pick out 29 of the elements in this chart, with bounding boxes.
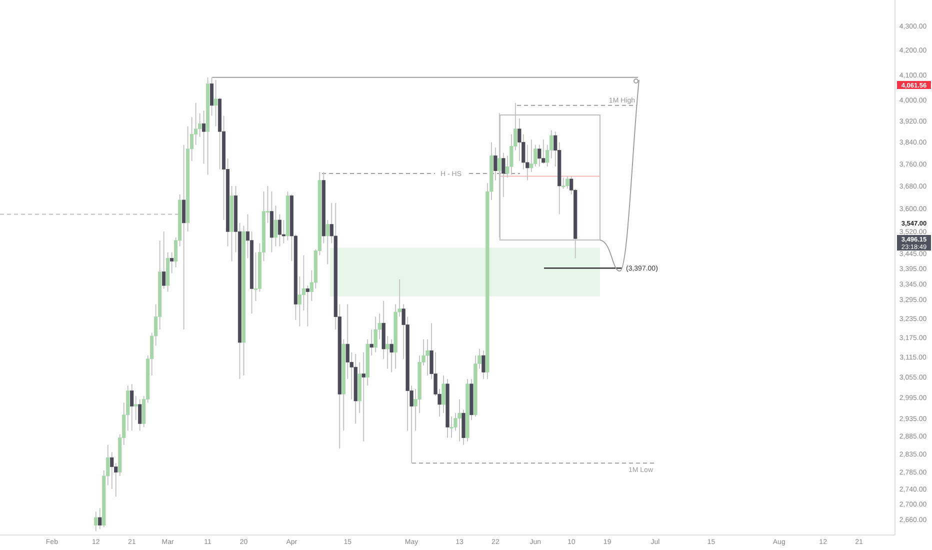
candlestick bbox=[94, 511, 98, 532]
candlestick bbox=[370, 329, 374, 356]
candlestick bbox=[386, 335, 390, 370]
candlestick bbox=[442, 374, 446, 414]
candlestick bbox=[134, 395, 138, 421]
candlestick bbox=[98, 507, 102, 530]
candlestick bbox=[390, 338, 394, 373]
candlestick bbox=[278, 214, 282, 247]
candlestick bbox=[498, 112, 502, 238]
candlestick bbox=[530, 139, 534, 173]
candlestick bbox=[426, 338, 430, 376]
candlestick bbox=[458, 398, 462, 442]
candlestick bbox=[282, 219, 286, 244]
candlestick bbox=[566, 176, 570, 190]
candlestick bbox=[162, 231, 166, 290]
candlestick bbox=[214, 79, 218, 127]
candlestick bbox=[362, 352, 366, 442]
candlestick bbox=[542, 139, 546, 164]
candlestick bbox=[374, 316, 378, 353]
candlestick bbox=[274, 205, 278, 247]
candlestick bbox=[202, 110, 206, 164]
candlestick bbox=[138, 398, 142, 432]
candlestick bbox=[306, 285, 310, 327]
candlestick bbox=[130, 383, 134, 432]
candlestick bbox=[210, 76, 214, 116]
candlestick bbox=[482, 350, 486, 380]
candlestick bbox=[170, 252, 174, 274]
candlestick bbox=[326, 219, 330, 265]
candlestick bbox=[182, 144, 186, 330]
